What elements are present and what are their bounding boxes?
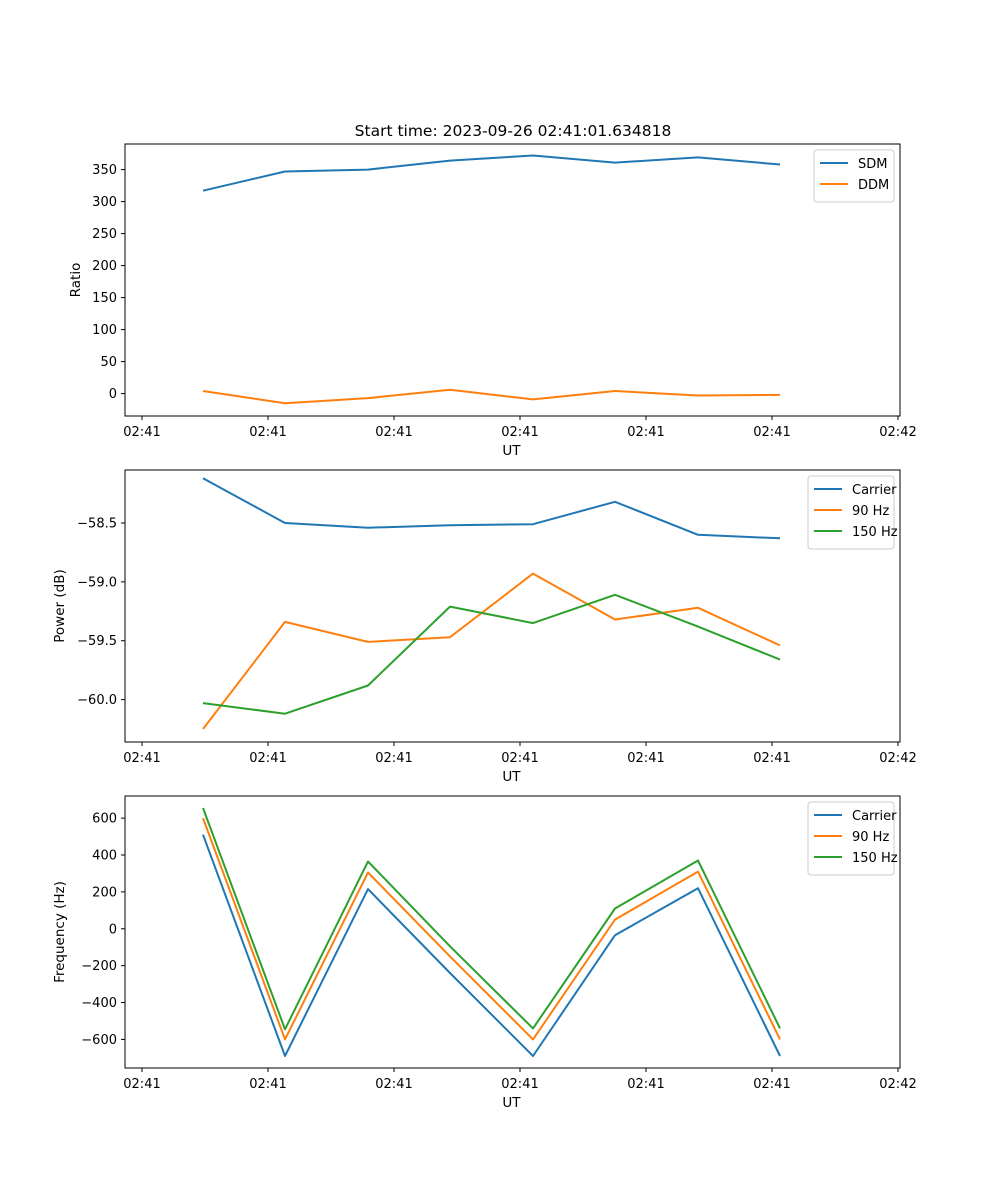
chart0-y-axis-label: Ratio [68, 263, 84, 298]
chart2-y-tick-label: 0 [109, 922, 117, 937]
chart0-y-tick-label: 300 [92, 195, 117, 210]
chart2-series-90-hz-line [202, 817, 781, 1041]
chart2-y-tick-label: 400 [92, 849, 117, 864]
chart0-axes-frame [124, 143, 901, 417]
chart2-y-tick-label: 200 [92, 885, 117, 900]
chart2-x-tick-label: 02:41 [753, 1077, 790, 1092]
chart1-x-tick-label: 02:41 [249, 751, 286, 766]
chart0-y-tick-label: 250 [92, 227, 117, 242]
chart1-x-tick-label: 02:41 [501, 751, 538, 766]
chart2-x-tick-label: 02:42 [879, 1077, 916, 1092]
chart1-series-carrier-line [202, 477, 781, 540]
chart0-series-ddm-line [202, 388, 781, 405]
chart0-y-tick-label: 100 [92, 323, 117, 338]
chart2-y-tick-label: 600 [92, 812, 117, 827]
chart2-x-tick-label: 02:41 [375, 1077, 412, 1092]
chart0-x-axis-label: UT [502, 443, 521, 459]
chart1-y-tick-label: −58.5 [77, 516, 117, 531]
chart2-series-carrier-line [202, 834, 781, 1057]
chart2-x-axis-label: UT [502, 1095, 521, 1111]
chart2-y-tick-label: −400 [81, 996, 117, 1011]
chart1-x-tick-label: 02:42 [879, 751, 916, 766]
chart1-x-tick-label: 02:41 [753, 751, 790, 766]
chart0-y-tick-label: 350 [92, 163, 117, 178]
chart1-x-tick-label: 02:41 [123, 751, 160, 766]
chart0-legend-label-sdm: SDM [858, 157, 887, 172]
chart2-x-tick-label: 02:41 [501, 1077, 538, 1092]
chart0-y-tick-label: 50 [100, 355, 117, 370]
chart1-series-90-hz-line [202, 572, 781, 730]
chart2-y-axis-label: Frequency (Hz) [52, 881, 68, 983]
chart2-legend-label-carrier: Carrier [852, 809, 897, 824]
chart1-y-axis-label: Power (dB) [52, 569, 68, 642]
chart2-x-tick-label: 02:41 [627, 1077, 664, 1092]
chart0-x-tick-label: 02:41 [627, 425, 664, 440]
chart2-y-tick-label: −600 [81, 1033, 117, 1048]
chart2-x-tick-label: 02:41 [249, 1077, 286, 1092]
chart0-series-sdm-line [202, 154, 781, 192]
chart0-legend-label-ddm: DDM [858, 178, 889, 193]
chart0-y-tick-label: 200 [92, 259, 117, 274]
chart2-legend-label-150-hz: 150 Hz [852, 851, 898, 866]
chart2-y-tick-label: −200 [81, 959, 117, 974]
chart1-y-tick-label: −59.5 [77, 634, 117, 649]
chart0-x-tick-label: 02:41 [375, 425, 412, 440]
chart1-x-axis-label: UT [502, 769, 521, 785]
chart2-x-tick-label: 02:41 [123, 1077, 160, 1092]
chart2-series-150-hz-line [202, 807, 781, 1031]
chart0-x-tick-label: 02:41 [753, 425, 790, 440]
chart1-legend-label-90-hz: 90 Hz [852, 504, 889, 519]
chart0-y-tick-label: 150 [92, 291, 117, 306]
chart2-legend-label-90-hz: 90 Hz [852, 830, 889, 845]
chart1-x-tick-label: 02:41 [627, 751, 664, 766]
chart0-y-tick-label: 0 [109, 387, 117, 402]
figure-title: Start time: 2023-09-26 02:41:01.634818 [355, 122, 672, 140]
chart1-legend-label-carrier: Carrier [852, 483, 897, 498]
chart1-y-tick-label: −59.0 [77, 575, 117, 590]
chart0-x-tick-label: 02:42 [879, 425, 916, 440]
chart1-x-tick-label: 02:41 [375, 751, 412, 766]
chart1-series-150-hz-line [202, 593, 781, 715]
chart0-x-tick-label: 02:41 [249, 425, 286, 440]
chart1-legend-label-150-hz: 150 Hz [852, 525, 898, 540]
chart2-axes-frame [124, 795, 901, 1069]
ratio-panel: 02:41 02:41 02:41 02:41 02:41 02:41 02:42 0 50 10… [68, 143, 917, 459]
chart0-x-tick-label: 02:41 [123, 425, 160, 440]
chart0-x-tick-label: 02:41 [501, 425, 538, 440]
chart1-y-tick-label: −60.0 [77, 693, 117, 708]
frequency-panel: 02:41 02:41 02:41 02:41 02:41 02:41 02:42 −600 −… [52, 795, 917, 1111]
chart1-axes-frame [124, 469, 901, 743]
power-panel: 02:41 02:41 02:41 02:41 02:41 02:41 02:42 −60.0… [52, 469, 917, 785]
